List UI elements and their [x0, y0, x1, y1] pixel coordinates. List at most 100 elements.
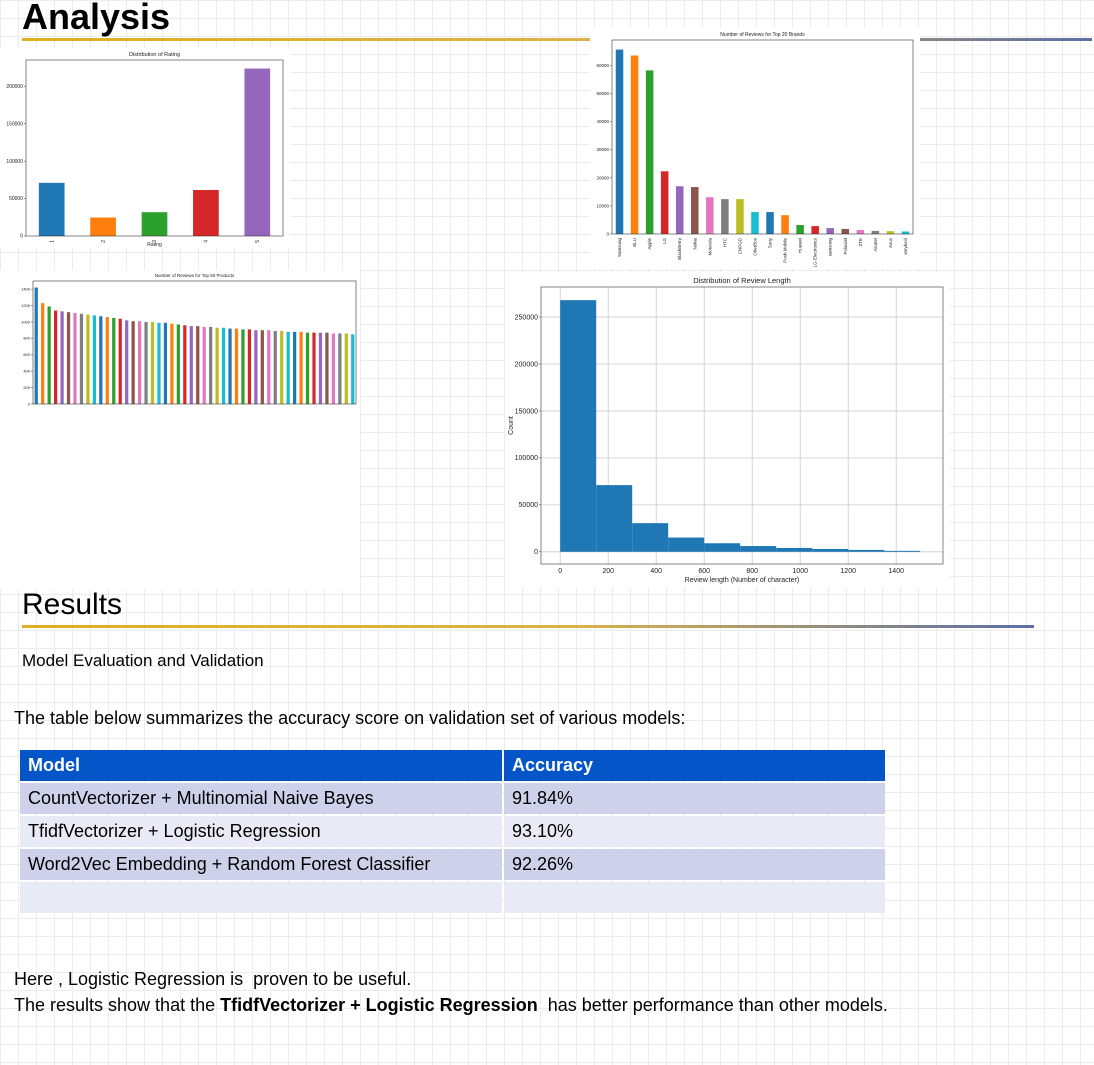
bar: [47, 306, 51, 404]
bar: [886, 231, 895, 234]
x-tick-label: Alcatel: [873, 238, 878, 252]
header-cell: Accuracy: [504, 750, 885, 781]
x-tick-label: Nokia: [692, 238, 697, 250]
y-tick-label: 0: [28, 401, 31, 406]
bar: [202, 326, 206, 404]
y-tick-label: 200000: [6, 84, 23, 90]
bar: [125, 320, 129, 404]
bar: [34, 287, 38, 404]
x-tick-label: 2: [101, 240, 107, 243]
y-tick-label: 10000: [596, 203, 609, 208]
bar: [675, 186, 684, 234]
x-axis-label: Rating: [147, 242, 162, 248]
y-tick-label: 150000: [6, 121, 23, 127]
x-tick-label: LG Electronics: [813, 237, 818, 267]
x-axis-label: Review length (Number of character): [685, 577, 799, 584]
y-axis-label: Count: [508, 416, 515, 435]
rating-chart: Distribution of Rating 0 50000 100000 150000…: [0, 48, 290, 248]
x-tick-label: OtterBox: [752, 237, 757, 256]
bar: [338, 333, 342, 404]
x-tick-label: Sony: [768, 237, 773, 248]
x-tick-label: 400: [650, 568, 662, 575]
x-tick-label: CNPGD: [737, 237, 742, 254]
bar: [131, 321, 135, 404]
products-chart: Number of Reviews for Top 50 Products 0 20…: [0, 270, 360, 590]
bar: [841, 228, 850, 234]
empty-cell: [504, 882, 885, 913]
text: has better performance than other models…: [537, 995, 888, 1015]
bar: [871, 230, 880, 234]
bar: [66, 312, 71, 404]
section-title: Analysis: [22, 0, 171, 37]
length-chart: Distribution of Review Length05000010000…: [505, 272, 950, 587]
x-tick-label: BlackBerry: [677, 237, 682, 260]
bar: [267, 330, 271, 404]
bar: [189, 326, 193, 404]
x-tick-label: 5: [255, 240, 261, 243]
bar: [247, 329, 252, 404]
cell: Word2Vec Embedding + Random Forest Class…: [20, 849, 502, 880]
x-tick-label: Samsung: [617, 238, 622, 258]
bar: [856, 230, 865, 234]
x-tick-label: 200: [602, 568, 614, 575]
y-tick-label: 200: [23, 385, 30, 390]
bar: [704, 543, 741, 552]
bar: [751, 212, 759, 234]
empty-cell: [20, 882, 502, 913]
bar: [286, 331, 290, 404]
bar: [157, 322, 161, 404]
x-tick-label: 0: [558, 568, 562, 575]
y-tick-label: 0: [606, 232, 609, 237]
x-tick-label: 600: [698, 568, 710, 575]
y-tick-label: 600: [23, 352, 30, 357]
bar: [325, 332, 329, 404]
cell: 91.84%: [504, 783, 885, 814]
x-tick-label: Asus: [888, 237, 893, 248]
y-tick-label: 1000: [21, 319, 31, 324]
bar: [150, 322, 155, 404]
title-rule: [22, 38, 1092, 41]
intro-text: The table below summarizes the accuracy …: [14, 708, 686, 728]
bar: [215, 327, 219, 404]
y-tick-label: 20000: [596, 175, 609, 180]
x-tick-label: Apple: [647, 238, 652, 250]
bar: [293, 331, 297, 404]
y-tick-label: 250000: [515, 314, 538, 321]
bar: [221, 327, 226, 404]
bar: [60, 311, 64, 404]
bar: [241, 329, 245, 404]
bar: [811, 226, 819, 234]
x-tick-label: LG: [662, 238, 667, 245]
bar: [38, 182, 65, 236]
conclusion: Here , Logistic Regression is proven to …: [14, 966, 894, 1018]
results-table: Model Accuracy CountVectorizer + Multinom…: [18, 748, 887, 915]
y-tick-label: 100000: [6, 159, 23, 165]
cell: 92.26%: [504, 849, 885, 880]
bar: [73, 312, 77, 404]
x-tick-label: Posh Mobile: [783, 238, 788, 263]
bar: [740, 546, 777, 552]
cell: 93.10%: [504, 816, 885, 847]
bar: [234, 328, 239, 404]
x-tick-label: BLU: [632, 238, 637, 247]
bar: [351, 334, 355, 404]
bar: [118, 318, 122, 404]
y-tick-label: 0: [534, 549, 538, 556]
header-cell: Model: [20, 750, 502, 781]
y-tick-label: 1400: [21, 287, 31, 292]
bar: [280, 331, 284, 404]
y-tick-label: 60000: [596, 63, 609, 68]
y-tick-label: 0: [20, 234, 23, 240]
bar: [615, 49, 624, 234]
bar: [105, 317, 109, 404]
y-tick-label: 50000: [9, 196, 23, 202]
bar: [645, 70, 654, 234]
bar: [305, 332, 310, 404]
bar: [691, 187, 699, 234]
brands-chart: Number of Reviews for Top 20 Brands 0 1000…: [590, 28, 920, 268]
axes-frame: [611, 39, 914, 235]
y-tick-label: 40000: [596, 119, 609, 124]
bar: [706, 197, 714, 234]
bar: [766, 212, 774, 234]
bar: [736, 199, 744, 234]
